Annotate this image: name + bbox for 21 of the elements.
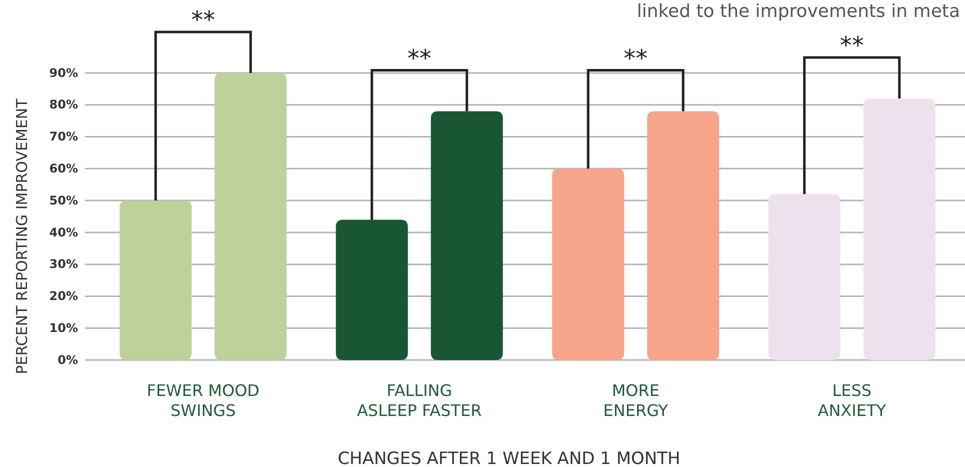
y-tick-label: 60% xyxy=(49,162,78,176)
y-tick-label: 30% xyxy=(49,257,78,272)
text: ** xyxy=(624,44,648,72)
y-tick-label: 80% xyxy=(49,98,78,112)
y-tick-label: 90% xyxy=(49,66,78,80)
y-tick-label: 40% xyxy=(49,225,78,240)
y-tick-label: 20% xyxy=(49,289,78,304)
x-tick-label: FEWER MOOD SWINGS xyxy=(146,381,260,420)
text: ** xyxy=(407,44,432,72)
text: ** xyxy=(840,32,864,60)
y-tick-label: 50% xyxy=(49,193,78,208)
text: linked to the improvements in meta xyxy=(636,1,960,22)
x-tick-label: MORE ENERGY xyxy=(603,381,668,420)
y-axis-title: PERCENT REPORTING IMPROVEMENT xyxy=(13,98,31,374)
text: ** xyxy=(191,6,216,34)
y-tick-label: 70% xyxy=(49,130,78,144)
x-tick-label: FALLING ASLEEP FASTER xyxy=(356,381,482,420)
x-axis-title: CHANGES AFTER 1 WEEK AND 1 MONTH xyxy=(338,449,680,467)
y-tick-label: 10% xyxy=(49,320,78,335)
x-tick-label: LESS ANXIETY xyxy=(818,381,886,420)
y-tick-label: 0% xyxy=(58,352,78,367)
